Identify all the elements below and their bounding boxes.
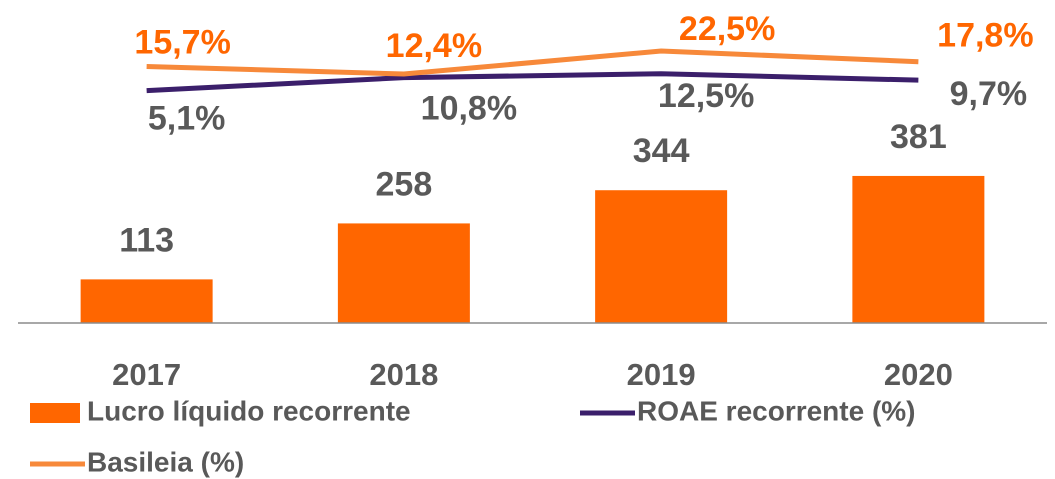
line-value-label: 12,4% [386,27,482,65]
bar [595,190,728,323]
line-series [146,48,919,77]
line-series [146,71,919,94]
bar [337,223,470,323]
x-tick-label: 2017 [112,357,181,392]
bar [80,279,213,323]
line-value-label: 12,5% [658,77,754,115]
line-value-label: 5,1% [148,100,226,138]
line-value-label: 10,8% [421,90,517,128]
legend-swatch [30,403,80,423]
x-tick-label: 2019 [627,357,696,392]
line-value-label: 15,7% [134,23,230,61]
bar-value-label: 113 [119,221,174,259]
legend-label: Lucro líquido recorrente [87,395,411,426]
bar-value-label: 381 [890,118,947,156]
line-value-label: 9,7% [950,75,1028,113]
x-tick-label: 2020 [884,357,953,392]
line-value-label: 22,5% [679,10,775,48]
bar [852,175,985,323]
line-value-label: 17,8% [937,17,1033,55]
x-tick-label: 2018 [369,357,438,392]
legend-label: ROAE recorrente (%) [637,395,916,426]
bar-value-label: 344 [633,132,690,170]
bar-value-label: 258 [376,165,433,203]
legend-label: Basileia (%) [87,446,244,477]
